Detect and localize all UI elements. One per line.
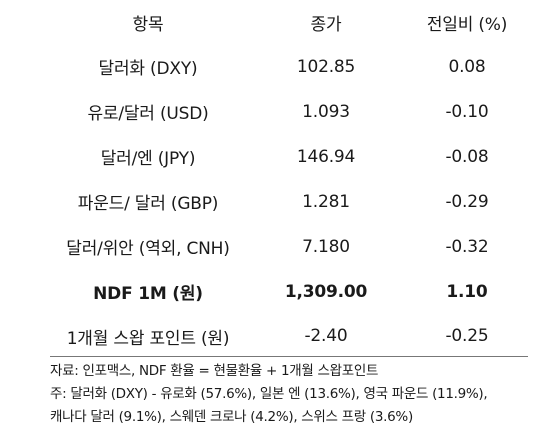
row-change: -0.10 [445,101,489,122]
table-row: 달러/위안 (역외, CNH) 7.180 -0.32 [50,224,528,269]
row-item: 파운드/ 달러 (GBP) [77,194,219,214]
row-close: 1.281 [302,191,350,212]
table-body: 달러화 (DXY) 102.85 0.08 유로/달러 (USD) 1.093 -0.10… [50,44,528,358]
weight-note-line2: 캐나다 달러 (9.1%), 스웨덴 크로나 (4.2%), 스위스 프랑 (3… [50,409,413,425]
row-close: 102.85 [296,56,356,77]
row-change: -0.32 [445,236,489,257]
row-close: 7.180 [302,236,350,257]
header-close: 종가 [310,14,342,35]
fx-table: 항목 종가 전일비 (%) 달러화 (DXY) 102.85 0.08 유로/달러 (… [50,0,528,358]
row-item: 달러화 (DXY) [98,59,198,79]
row-item: 달러/위안 (역외, CNH) [66,239,230,259]
table-row: 1개월 스왑 포인트 (원) -2.40 -0.25 [50,314,528,358]
header-change: 전일비 (%) [426,14,508,35]
table-row: NDF 1M (원) 1,309.00 1.10 [50,269,528,314]
header-item: 항목 [132,14,164,35]
source-note: 자료: 인포맥스, NDF 환율 = 현물환율 + 1개월 스왑포인트 [50,363,379,379]
table-row: 유로/달러 (USD) 1.093 -0.10 [50,89,528,134]
table-notes: 자료: 인포맥스, NDF 환율 = 현물환율 + 1개월 스왑포인트 주: 달… [50,360,558,429]
table-row: 달러화 (DXY) 102.85 0.08 [50,44,528,89]
table-header-row: 항목 종가 전일비 (%) [50,0,528,44]
row-change: 0.08 [448,56,486,77]
row-change: -0.25 [445,326,489,346]
row-change: -0.29 [445,191,489,212]
row-close: 1,309.00 [284,281,368,302]
row-item: 달러/엔 (JPY) [100,149,196,169]
row-item: NDF 1M (원) [93,284,203,304]
row-close: -2.40 [304,326,348,346]
table-row: 파운드/ 달러 (GBP) 1.281 -0.29 [50,179,528,224]
table-row: 달러/엔 (JPY) 146.94 -0.08 [50,134,528,179]
row-item: 1개월 스왑 포인트 (원) [66,328,230,349]
divider [50,356,528,357]
row-item: 유로/달러 (USD) [87,104,209,124]
weight-note-line1: 주: 달러화 (DXY) - 유로화 (57.6%), 일본 엔 (13.6%)… [50,386,488,402]
row-close: 146.94 [296,146,356,167]
row-change: 1.10 [446,281,488,302]
row-change: -0.08 [445,146,489,167]
row-close: 1.093 [302,101,350,122]
